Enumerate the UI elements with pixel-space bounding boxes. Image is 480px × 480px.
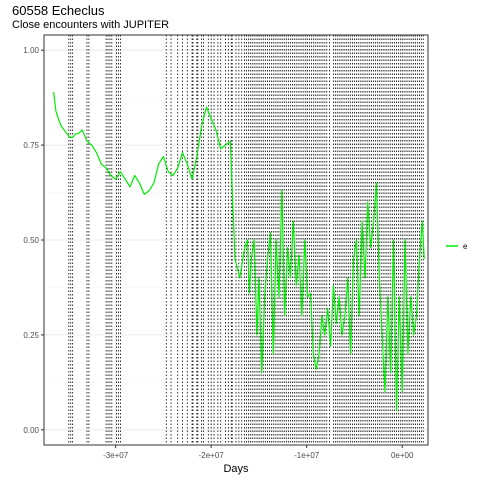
y-tick-label: 0.25 (23, 331, 39, 340)
y-axis: 0.00 0.25 0.50 0.75 1.00 (23, 46, 44, 435)
x-axis: -3e+07 -2e+07 -1e+07 0e+00 (103, 445, 414, 460)
series-layer (53, 91, 425, 412)
series-line-e (53, 91, 425, 412)
y-tick-label: 0.75 (23, 141, 39, 150)
x-tick-label: -1e+07 (294, 451, 320, 460)
y-tick-label: 0.50 (23, 236, 39, 245)
x-axis-title: Days (223, 463, 249, 475)
x-tick-label: 0e+00 (391, 451, 414, 460)
chart-title: 60558 Echeclus (12, 3, 105, 18)
chart-subtitle: Close encounters with JUPITER (12, 19, 170, 31)
y-tick-label: 1.00 (23, 46, 39, 55)
y-tick-label: 0.00 (23, 426, 39, 435)
x-tick-label: -2e+07 (199, 451, 225, 460)
legend-label-e: e (463, 242, 468, 251)
legend: e (446, 242, 468, 251)
x-tick-label: -3e+07 (103, 451, 129, 460)
